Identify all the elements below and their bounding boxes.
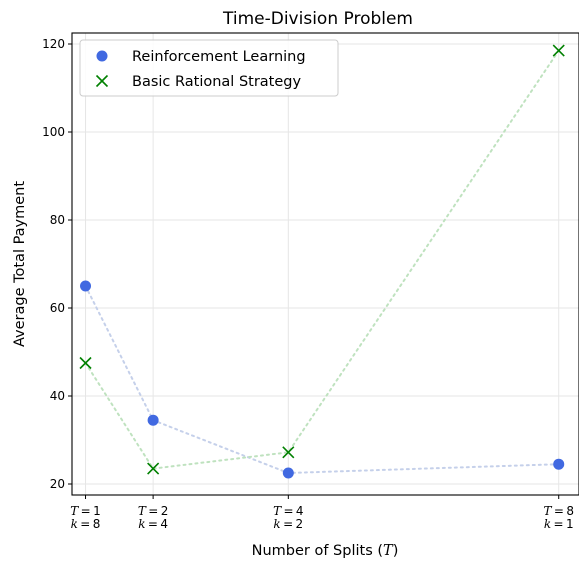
legend: Reinforcement Learning Basic Rational Str… <box>79 39 339 97</box>
data-point-1-0 <box>79 356 92 370</box>
y-tick-label: 40 <box>50 389 65 403</box>
legend-label-1: Basic Rational Strategy <box>132 74 301 90</box>
x-tick-label: k = 4 <box>138 517 168 531</box>
x-tick-label: T = 2 <box>138 504 169 518</box>
x-tick-label: k = 2 <box>273 517 303 531</box>
y-axis-label: Average Total Payment <box>12 181 28 347</box>
grid <box>72 33 579 495</box>
y-tick-label: 100 <box>42 125 65 139</box>
data-point-1-2 <box>282 446 295 459</box>
data-point-0-2 <box>282 467 294 479</box>
x-axis-ticks: T = 1k = 8 T = 2k = 4 T = 4k = 2 T = 8k = 1 <box>70 495 574 531</box>
chart-title: Time-Division Problem <box>222 9 413 29</box>
series-lines <box>84 49 560 475</box>
legend-box <box>79 39 339 97</box>
x-tick-label: k = 1 <box>544 517 574 531</box>
data-point-0-0 <box>80 280 92 292</box>
data-point-1-3 <box>552 44 565 57</box>
legend-label-0: Reinforcement Learning <box>132 49 306 65</box>
x-tick-label: T = 1 <box>70 504 101 518</box>
y-tick-label: 80 <box>50 213 65 227</box>
series-markers <box>79 44 565 479</box>
x-tick-label: k = 8 <box>71 517 101 531</box>
legend-marker-1 <box>95 74 109 88</box>
data-point-0-1 <box>147 414 159 426</box>
series-line-0 <box>84 285 560 475</box>
x-tick-label: T = 4 <box>273 504 304 518</box>
data-point-0-3 <box>553 458 565 470</box>
y-axis-ticks: 20 40 60 80 100 120 <box>42 37 72 491</box>
series-line-1 <box>84 49 560 470</box>
legend-marker-0 <box>96 50 108 62</box>
y-tick-label: 120 <box>42 37 65 51</box>
x-tick-label: T = 8 <box>543 504 574 518</box>
data-point-1-1 <box>147 462 160 475</box>
y-tick-label: 20 <box>50 477 65 491</box>
plot-frame <box>71 32 579 496</box>
y-tick-label: 60 <box>50 301 65 315</box>
x-axis-label: Number of Splits (T) <box>252 543 399 559</box>
